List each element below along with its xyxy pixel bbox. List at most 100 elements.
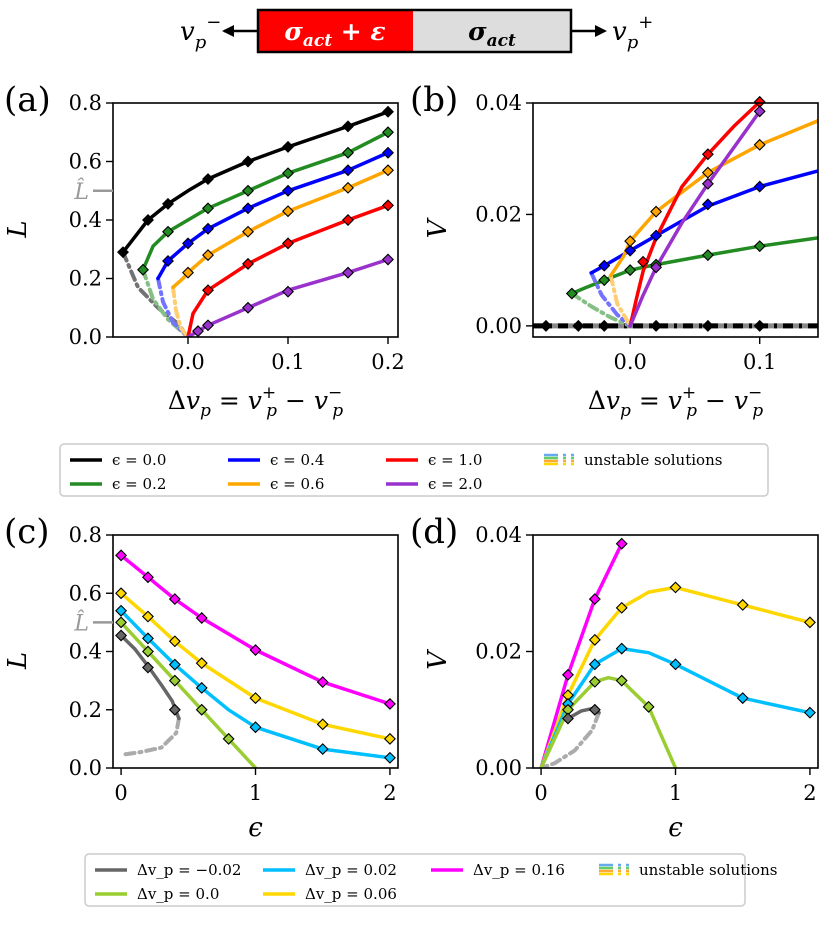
series-4-marker-0 <box>561 712 574 725</box>
series-5-line <box>186 257 390 337</box>
series-4-marker-1 <box>588 703 601 716</box>
series-1-marker-3 <box>242 184 254 197</box>
series-4-line <box>119 633 181 721</box>
series-4-marker-2 <box>168 703 181 716</box>
header-right-label: vp+ <box>612 12 653 53</box>
series-3-marker-4 <box>342 181 354 194</box>
series-0-marker-2 <box>168 593 181 606</box>
series-1-marker-4 <box>282 167 294 180</box>
legend-top: ϵ = 0.0 ϵ = 0.2 ϵ = 0.4 ϵ = 0.6 ϵ = 1.0 ϵ = 2… <box>59 443 769 497</box>
series-5-marker-3 <box>282 285 294 298</box>
y-axis-label: V <box>423 649 453 670</box>
series-1-marker-5 <box>342 146 354 159</box>
series-0-marker-3 <box>202 173 214 186</box>
series-0-marker-4 <box>242 155 254 168</box>
header-left-label: vp− <box>180 12 221 53</box>
legend-swatch-unstable <box>544 453 574 466</box>
box-left-label: σact + ε <box>284 17 385 51</box>
series-3-marker-2 <box>615 674 628 687</box>
series-0-marker-1 <box>141 571 154 584</box>
series-4-marker-1 <box>701 148 714 161</box>
series-2-marker-4 <box>249 721 262 734</box>
series-3-marker-1 <box>588 675 601 688</box>
series-5-marker-2 <box>753 105 766 118</box>
legend-label-2: Δv_p = 0.02 <box>305 861 397 879</box>
series-0-marker-2 <box>598 319 611 332</box>
series-4-marker-2 <box>282 237 294 250</box>
series-3-marker-5 <box>382 164 394 177</box>
series-2-marker-5 <box>316 743 329 756</box>
series-3-marker-1 <box>202 249 214 262</box>
series-2-marker-0 <box>162 254 174 267</box>
series-3-line <box>119 620 258 768</box>
x-axis-label: ϵ <box>668 813 683 843</box>
series-3-marker-3 <box>753 138 766 151</box>
series-5-marker-4 <box>342 266 354 279</box>
panel-label: (b) <box>410 80 458 120</box>
y-tick-label-0: 0.0 <box>69 325 102 349</box>
legend-label-2: ϵ = 0.4 <box>270 451 324 469</box>
panel-label: (a) <box>4 80 51 120</box>
left-arrow-head <box>222 25 234 37</box>
legend-bottom-frame <box>84 853 746 907</box>
series-3-marker-2 <box>242 225 254 238</box>
legend-label-3: Δv_p = 0.06 <box>305 885 397 903</box>
series-5-marker-1 <box>202 319 214 332</box>
series-5-marker-0 <box>650 261 663 274</box>
series-0-marker-5 <box>316 676 329 689</box>
legend-label-1: ϵ = 0.2 <box>112 475 166 493</box>
series-3-marker-0 <box>624 235 637 248</box>
legend-bottom: Δv_p = −0.02 Δv_p = 0.0 Δv_p = 0.02 Δv_p = … <box>84 853 777 907</box>
series-2-marker-5 <box>342 164 354 177</box>
x-tick-label-0: 0.0 <box>613 350 646 374</box>
series-4-marker-3 <box>342 214 354 226</box>
series-3-marker-1 <box>650 205 663 218</box>
series-3-marker-3 <box>642 700 655 713</box>
x-axis-label: Δvp = v+ p − v− p <box>588 383 763 421</box>
series-2-unstable <box>589 270 633 328</box>
legend-swatch-unstable <box>599 863 629 876</box>
series-2-marker-3 <box>701 198 714 211</box>
x-tick-label-1: 1 <box>249 781 262 805</box>
series-3-marker-1 <box>141 645 154 658</box>
y-tick-label-2: 0.4 <box>69 640 102 664</box>
series-3-line <box>539 675 678 768</box>
series-0-marker-6 <box>342 120 354 133</box>
series-1-marker-1 <box>162 225 174 238</box>
series-4-unstable <box>119 716 181 757</box>
x-tick-label-1: 0.1 <box>271 350 304 374</box>
plot-area <box>539 541 812 768</box>
series-1-marker-0 <box>137 263 149 276</box>
series-0-marker-5 <box>753 319 766 332</box>
series-4-unstable <box>539 710 601 768</box>
x-tick-label-0: 0 <box>534 781 547 805</box>
y-tick-label-2: 0.04 <box>475 523 522 547</box>
y-tick-label-0: 0.00 <box>475 314 522 338</box>
series-0-marker-4 <box>701 319 714 332</box>
series-0-marker-3 <box>650 319 663 332</box>
series-1-unstable <box>569 291 633 328</box>
series-5-marker-2 <box>242 301 254 314</box>
series-2-marker-3 <box>669 658 682 671</box>
x-tick-label-1: 1 <box>669 781 682 805</box>
series-1-marker-1 <box>588 633 601 646</box>
series-1-marker-1 <box>598 274 611 287</box>
legend-label-4: ϵ = 1.0 <box>428 451 482 469</box>
series-5-marker-1 <box>701 177 714 190</box>
series-1-marker-1 <box>141 610 154 623</box>
box-right <box>413 10 571 52</box>
series-4-marker-0 <box>202 284 214 297</box>
series-2-marker-1 <box>624 244 637 257</box>
series-2-line <box>539 646 812 768</box>
series-4-marker-1 <box>141 661 154 674</box>
series-1-marker-5 <box>803 616 816 629</box>
y-tick-label-1: 0.2 <box>69 267 102 291</box>
series-1-marker-4 <box>249 692 262 705</box>
legend-label-0: ϵ = 0.0 <box>112 451 166 469</box>
series-1-marker-3 <box>669 581 682 594</box>
legend-label-5: ϵ = 2.0 <box>428 475 482 493</box>
series-0-line <box>539 541 624 768</box>
series-1-marker-3 <box>195 657 208 670</box>
lhat-label: L̂ <box>73 179 89 205</box>
